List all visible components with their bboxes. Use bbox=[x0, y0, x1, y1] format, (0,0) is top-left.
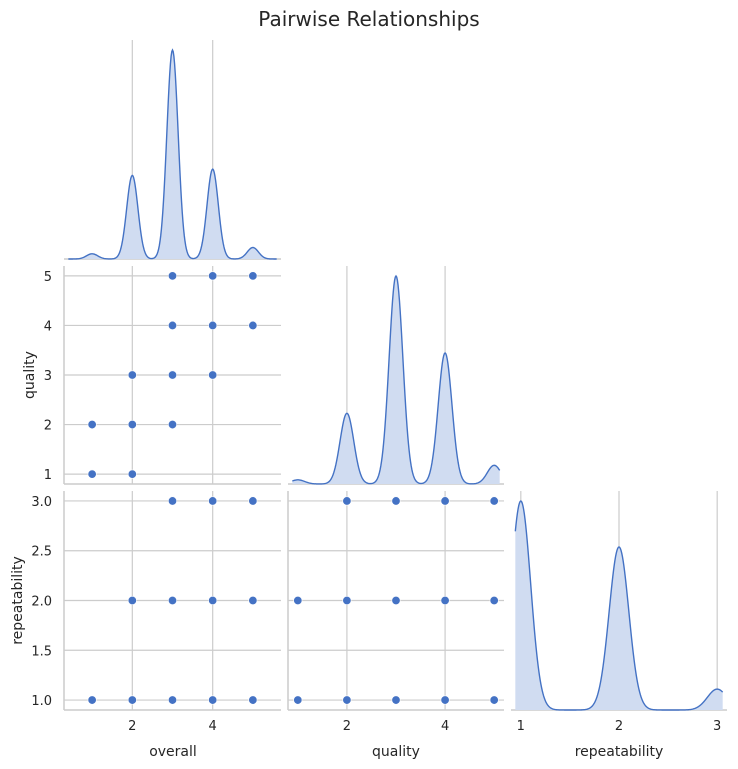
scatter-point-quality-repeatability bbox=[489, 595, 499, 605]
y-tick-label-repeatability: 1.5 bbox=[31, 644, 52, 659]
scatter-point-overall-quality bbox=[168, 271, 178, 281]
scatter-point-quality-repeatability bbox=[391, 595, 401, 605]
scatter-point-overall-quality bbox=[168, 370, 178, 380]
y-tick-label-repeatability: 1.0 bbox=[31, 694, 52, 709]
scatter-point-quality-repeatability bbox=[342, 595, 352, 605]
x-tick-label-overall: 2 bbox=[128, 719, 136, 734]
scatter-point-quality-repeatability bbox=[391, 496, 401, 506]
scatter-point-overall-quality bbox=[168, 320, 178, 330]
scatter-point-overall-quality bbox=[87, 420, 97, 430]
plot-area: 1 2 3 4 5 1.0 1.5 2.0 2.5 3.0 2 4 2 4 1 2 3 overall qualit… bbox=[10, 40, 727, 760]
scatter-point-overall-quality bbox=[127, 469, 137, 479]
y-tick-label-quality: 2 bbox=[44, 419, 52, 434]
scatter-point-overall-quality bbox=[208, 370, 218, 380]
scatter-point-overall-quality bbox=[127, 370, 137, 380]
scatter-point-overall-repeatability bbox=[127, 595, 137, 605]
scatter-point-overall-repeatability bbox=[208, 595, 218, 605]
x-tick-label-quality: 4 bbox=[441, 719, 449, 734]
x-tick-label-quality: 2 bbox=[343, 719, 351, 734]
kde-fill-overall bbox=[68, 50, 277, 259]
scatter-point-overall-repeatability bbox=[87, 695, 97, 705]
scatter-point-overall-quality bbox=[248, 271, 258, 281]
scatter-point-overall-quality bbox=[127, 420, 137, 430]
kde-line-quality bbox=[292, 274, 501, 485]
scatter-point-overall-repeatability bbox=[248, 595, 258, 605]
scatter-point-overall-quality bbox=[248, 320, 258, 330]
y-tick-label-repeatability: 3.0 bbox=[31, 495, 52, 510]
scatter-point-quality-repeatability bbox=[440, 595, 450, 605]
scatter-point-overall-repeatability bbox=[248, 695, 258, 705]
scatter-point-quality-repeatability bbox=[293, 595, 303, 605]
kde-fill-quality bbox=[292, 276, 500, 484]
kde-line-overall bbox=[68, 48, 277, 260]
y-tick-label-quality: 1 bbox=[44, 468, 52, 483]
x-tick-label-repeatability: 3 bbox=[713, 719, 721, 734]
scatter-point-overall-repeatability bbox=[208, 695, 218, 705]
scatter-point-overall-repeatability bbox=[168, 695, 178, 705]
scatter-point-quality-repeatability bbox=[440, 695, 450, 705]
scatter-point-quality-repeatability bbox=[293, 695, 303, 705]
x-axis-label-repeatability: repeatability bbox=[575, 744, 664, 760]
y-tick-label-quality: 3 bbox=[44, 369, 52, 384]
x-axis-label-overall: overall bbox=[149, 744, 197, 760]
scatter-point-overall-repeatability bbox=[248, 496, 258, 506]
scatter-point-overall-quality bbox=[168, 420, 178, 430]
x-tick-label-repeatability: 1 bbox=[517, 719, 525, 734]
kde-line-repeatability bbox=[514, 500, 724, 711]
scatter-point-quality-repeatability bbox=[440, 496, 450, 506]
scatter-point-quality-repeatability bbox=[342, 496, 352, 506]
x-tick-label-repeatability: 2 bbox=[615, 719, 623, 734]
y-axis-label-repeatability: repeatability bbox=[10, 556, 26, 645]
y-tick-label-quality: 5 bbox=[44, 270, 52, 285]
scatter-point-quality-repeatability bbox=[342, 695, 352, 705]
y-tick-label-quality: 4 bbox=[44, 319, 52, 334]
scatter-point-overall-repeatability bbox=[168, 496, 178, 506]
scatter-point-overall-repeatability bbox=[168, 595, 178, 605]
scatter-point-quality-repeatability bbox=[489, 695, 499, 705]
scatter-point-overall-quality bbox=[208, 320, 218, 330]
scatter-point-overall-repeatability bbox=[208, 496, 218, 506]
scatter-point-quality-repeatability bbox=[489, 496, 499, 506]
scatter-point-quality-repeatability bbox=[391, 695, 401, 705]
x-tick-label-overall: 4 bbox=[209, 719, 217, 734]
y-axis-label-quality: quality bbox=[22, 351, 38, 399]
y-tick-label-repeatability: 2.0 bbox=[31, 595, 52, 610]
scatter-point-overall-quality bbox=[87, 469, 97, 479]
chart-title: Pairwise Relationships bbox=[258, 7, 479, 31]
scatter-point-overall-quality bbox=[208, 271, 218, 281]
x-axis-label-quality: quality bbox=[372, 744, 420, 760]
kde-fill-repeatability bbox=[515, 501, 723, 710]
scatter-point-overall-repeatability bbox=[127, 695, 137, 705]
y-tick-label-repeatability: 2.5 bbox=[31, 545, 52, 560]
